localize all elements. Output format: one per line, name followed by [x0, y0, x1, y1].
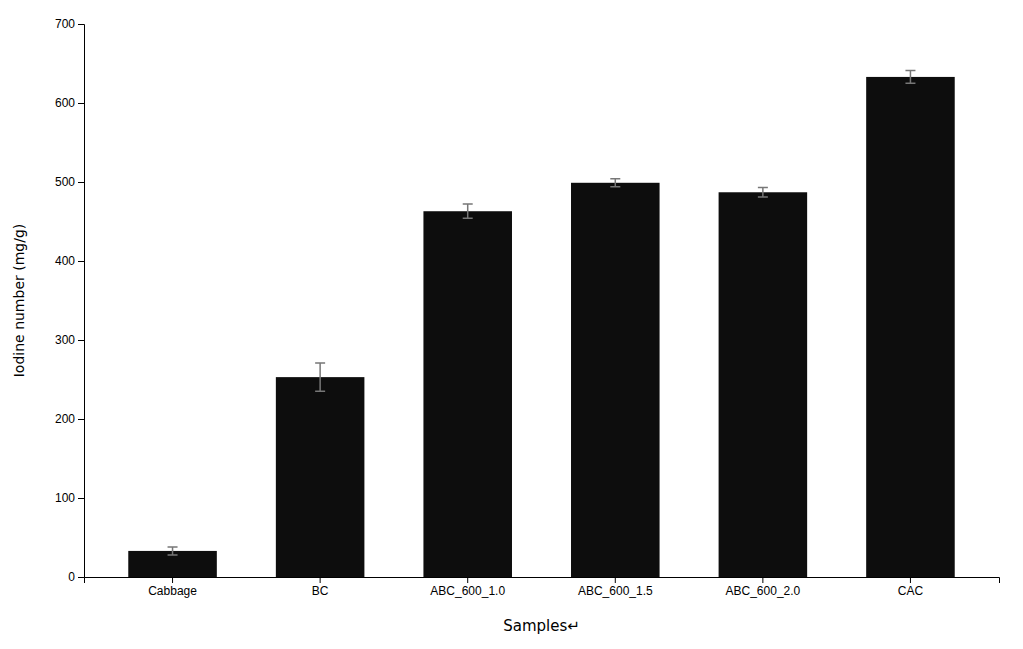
y-axis: 0 100 200 300 400 500 600 700	[55, 17, 85, 584]
y-tick-mark	[78, 340, 84, 341]
marks	[128, 71, 954, 577]
x-tick-label: Cabbage	[148, 584, 197, 598]
x-axis-line	[85, 578, 1000, 584]
bar	[866, 77, 955, 577]
x-tick-label: ABC_600_1.0	[430, 584, 505, 598]
x-tick: CAC	[898, 577, 924, 598]
y-tick-mark	[78, 24, 84, 25]
y-tick-label: 100	[55, 491, 75, 505]
y-tick: 700	[55, 17, 84, 31]
error-bar	[758, 188, 768, 197]
y-tick: 0	[68, 570, 84, 584]
y-tick-label: 300	[55, 333, 75, 347]
y-tick-mark	[78, 261, 84, 262]
y-tick-label: 600	[55, 96, 75, 110]
x-tick: ABC_600_2.0	[726, 577, 801, 598]
plot: 0 100 200 300 400 500 600 700 Cabbage BC ABC_600_1…	[55, 17, 1000, 597]
x-tick-label: ABC_600_2.0	[726, 584, 801, 598]
y-tick-label: 400	[55, 254, 75, 268]
y-tick-mark	[78, 419, 84, 420]
y-tick: 400	[55, 254, 84, 268]
chart-container: 0 100 200 300 400 500 600 700 Cabbage BC ABC_600_1…	[0, 0, 1023, 649]
bar	[276, 377, 365, 577]
y-axis-title: Iodine number (mg/g)	[11, 224, 27, 378]
x-tick: BC	[312, 577, 329, 598]
y-tick-mark	[78, 103, 84, 104]
x-tick-label: ABC_600_1.5	[578, 584, 653, 598]
bar	[423, 211, 512, 577]
x-tick-mark	[172, 577, 173, 583]
x-tick-label: CAC	[898, 584, 924, 598]
bar	[719, 192, 808, 577]
bar	[571, 183, 660, 577]
x-tick-mark	[762, 577, 763, 583]
x-tick: Cabbage	[148, 577, 197, 598]
x-tick-mark	[910, 577, 911, 583]
error-bar	[315, 363, 325, 391]
y-tick-label: 700	[55, 17, 75, 31]
y-tick-mark	[78, 498, 84, 499]
x-tick-mark	[320, 577, 321, 583]
x-tick: ABC_600_1.5	[578, 577, 653, 598]
y-tick: 100	[55, 491, 84, 505]
y-axis-line	[78, 25, 85, 578]
x-axis: Cabbage BC ABC_600_1.0 ABC_600_1.5 ABC_600_2…	[85, 577, 1000, 598]
x-tick-mark	[467, 577, 468, 583]
y-tick: 600	[55, 96, 84, 110]
y-tick-mark	[78, 577, 84, 578]
error-bar	[610, 179, 620, 187]
x-tick-label: BC	[312, 584, 329, 598]
y-tick-label: 500	[55, 175, 75, 189]
y-tick: 300	[55, 333, 84, 347]
error-bar	[463, 204, 473, 218]
x-tick: ABC_600_1.0	[430, 577, 505, 598]
y-tick-label: 0	[68, 570, 75, 584]
chart-svg: 0 100 200 300 400 500 600 700 Cabbage BC ABC_600_1…	[0, 0, 1023, 649]
y-tick: 500	[55, 175, 84, 189]
y-tick-mark	[78, 182, 84, 183]
y-tick-label: 200	[55, 412, 75, 426]
x-axis-title: Samples↵	[503, 617, 580, 635]
y-tick: 200	[55, 412, 84, 426]
error-bar	[168, 547, 178, 555]
x-tick-mark	[615, 577, 616, 583]
error-bar	[905, 71, 915, 84]
